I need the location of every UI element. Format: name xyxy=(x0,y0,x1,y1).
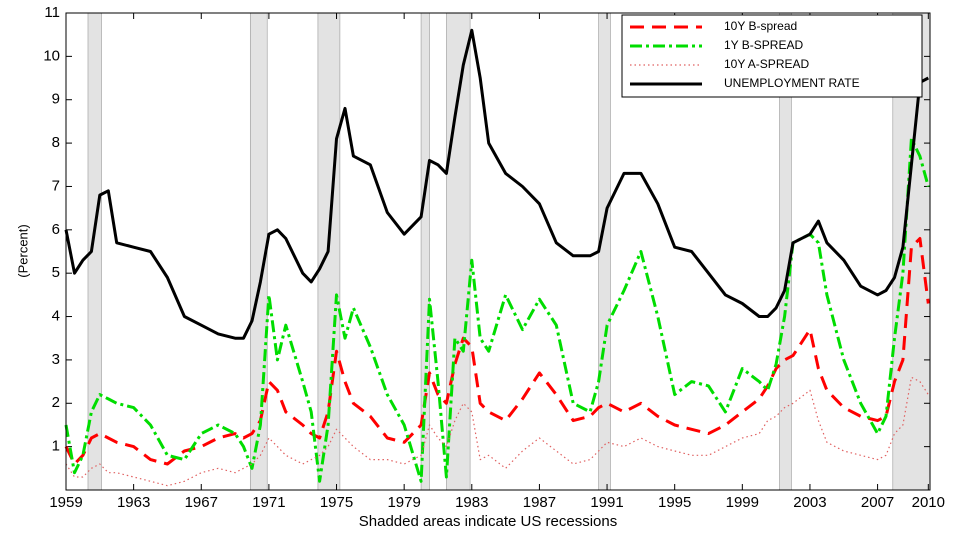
y-tick-label: 3 xyxy=(52,351,60,368)
y-tick-label: 4 xyxy=(52,308,60,325)
legend-label: 10Y A-SPREAD xyxy=(724,57,809,71)
x-axis-label: Shadded areas indicate US recessions xyxy=(359,513,618,530)
x-tick-label: 1971 xyxy=(252,494,285,511)
legend-label: 1Y B-SPREAD xyxy=(724,38,803,52)
series-line xyxy=(64,237,930,466)
x-tick-label: 2007 xyxy=(861,494,894,511)
x-tick-label: 1983 xyxy=(455,494,488,511)
legend: 10Y B-spread 1Y B-SPREAD 10Y A-SPREAD UNEMP… xyxy=(621,14,923,98)
y-tick-label: 8 xyxy=(52,134,60,151)
y-tick-label: 9 xyxy=(52,91,60,108)
series-line xyxy=(64,137,930,483)
x-tick-label: 1979 xyxy=(387,494,420,511)
legend-label: 10Y B-spread xyxy=(724,19,797,33)
plot-frame xyxy=(65,12,931,491)
y-tick-label: 11 xyxy=(44,4,60,21)
x-tick-label: 1967 xyxy=(185,494,218,511)
y-tick-label: 10 xyxy=(43,47,60,64)
legend-label: UNEMPLOYMENT RATE xyxy=(724,76,860,90)
y-tick-label: 2 xyxy=(52,394,60,411)
y-axis-label: (Percent) xyxy=(15,224,30,277)
y-tick-label: 6 xyxy=(52,221,60,238)
x-tick-label: 1987 xyxy=(523,494,556,511)
x-tick-label: 2010 xyxy=(912,494,945,511)
x-tick-label: 1959 xyxy=(49,494,82,511)
y-tick-label: 7 xyxy=(52,177,60,194)
recession-band xyxy=(598,12,611,491)
series-line xyxy=(65,376,929,487)
x-tick-label: 1999 xyxy=(726,494,759,511)
x-tick-label: 2003 xyxy=(793,494,826,511)
x-tick-label: 1975 xyxy=(320,494,353,511)
x-tick-label: 1995 xyxy=(658,494,691,511)
y-tick-label: 5 xyxy=(52,264,60,281)
series-line xyxy=(64,28,929,340)
x-tick-label: 1991 xyxy=(590,494,623,511)
y-tick-label: 1 xyxy=(52,438,60,455)
x-tick-label: 1963 xyxy=(117,494,150,511)
